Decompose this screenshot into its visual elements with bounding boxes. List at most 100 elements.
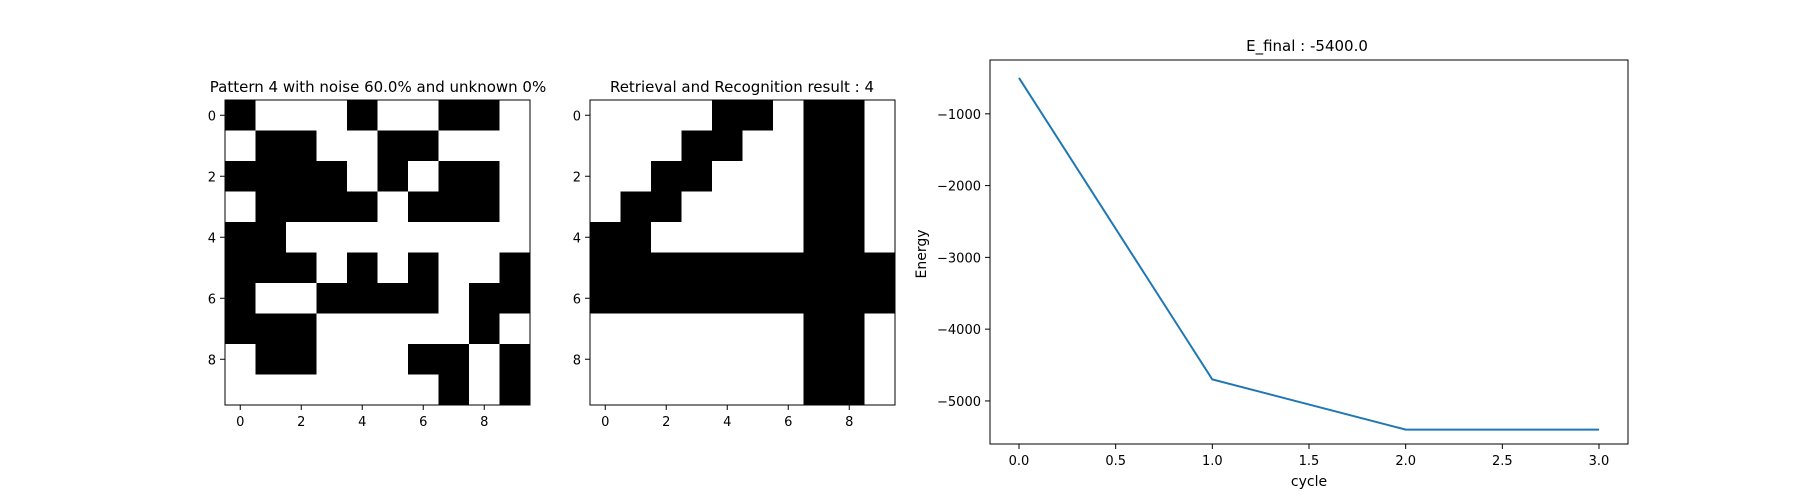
x-tick-label: 0.5 bbox=[1105, 454, 1126, 469]
noisy-cell bbox=[286, 161, 317, 192]
result-cell bbox=[803, 191, 835, 223]
noisy-cell bbox=[469, 191, 500, 223]
result-cell bbox=[590, 283, 621, 314]
noisy-cell bbox=[469, 283, 500, 314]
result-cell bbox=[620, 161, 652, 192]
noisy-cell bbox=[438, 161, 470, 192]
y-tick-label: 6 bbox=[573, 292, 581, 307]
noisy-cell bbox=[286, 374, 317, 406]
y-tick-label: −1000 bbox=[937, 108, 981, 123]
noisy-cell bbox=[408, 191, 439, 223]
retrieval-result-grid bbox=[590, 100, 896, 406]
noisy-cell bbox=[225, 252, 256, 284]
result-cell bbox=[742, 222, 774, 253]
result-cell bbox=[590, 252, 621, 284]
result-cell bbox=[712, 313, 743, 345]
noisy-cell bbox=[347, 100, 378, 131]
result-cell bbox=[651, 161, 682, 192]
result-cell bbox=[803, 283, 835, 314]
x-tick-label: 1.0 bbox=[1202, 454, 1223, 469]
noisy-cell bbox=[377, 100, 409, 131]
noisy-cell bbox=[316, 161, 348, 192]
result-cell bbox=[651, 344, 682, 375]
noisy-cell bbox=[377, 252, 409, 284]
noisy-pattern-panel: Pattern 4 with noise 60.0% and unknown 0… bbox=[208, 78, 547, 430]
noisy-cell bbox=[499, 313, 531, 345]
result-cell bbox=[651, 130, 682, 162]
result-cell bbox=[681, 161, 713, 192]
y-tick-label: −3000 bbox=[937, 251, 981, 266]
noisy-cell bbox=[255, 130, 287, 162]
noisy-cell bbox=[316, 283, 348, 314]
noisy-cell bbox=[286, 252, 317, 284]
noisy-cell bbox=[316, 344, 348, 375]
noisy-cell bbox=[255, 100, 287, 131]
noisy-cell bbox=[255, 191, 287, 223]
result-cell bbox=[864, 313, 896, 345]
noisy-cell bbox=[347, 283, 378, 314]
result-cell bbox=[681, 313, 713, 345]
noisy-cell bbox=[469, 130, 500, 162]
result-cell bbox=[742, 313, 774, 345]
noisy-cell bbox=[438, 222, 470, 253]
noisy-cell bbox=[377, 222, 409, 253]
y-tick-label: 4 bbox=[573, 231, 581, 246]
noisy-cell bbox=[316, 374, 348, 406]
result-cell bbox=[681, 283, 713, 314]
noisy-cell bbox=[469, 222, 500, 253]
result-cell bbox=[742, 252, 774, 284]
noisy-cell bbox=[377, 344, 409, 375]
result-cell bbox=[681, 344, 713, 375]
result-cell bbox=[773, 161, 804, 192]
noisy-cell bbox=[438, 374, 470, 406]
y-axis-label: Energy bbox=[914, 229, 930, 278]
result-cell bbox=[742, 130, 774, 162]
result-cell bbox=[864, 344, 896, 375]
result-cell bbox=[712, 222, 743, 253]
noisy-cell bbox=[347, 222, 378, 253]
result-cell bbox=[803, 374, 835, 406]
result-cell bbox=[712, 161, 743, 192]
noisy-cell bbox=[408, 161, 439, 192]
noisy-cell bbox=[438, 100, 470, 131]
result-cell bbox=[834, 222, 865, 253]
y-tick-label: 2 bbox=[208, 170, 216, 185]
noisy-pattern-title: Pattern 4 with noise 60.0% and unknown 0… bbox=[210, 78, 546, 96]
result-cell bbox=[803, 130, 835, 162]
result-cell bbox=[620, 191, 652, 223]
result-cell bbox=[803, 222, 835, 253]
result-cell bbox=[590, 374, 621, 406]
y-tick-label: 0 bbox=[573, 109, 581, 124]
noisy-cell bbox=[347, 313, 378, 345]
result-cell bbox=[681, 374, 713, 406]
result-cell bbox=[742, 100, 774, 131]
energy-series-line bbox=[1018, 77, 1599, 431]
noisy-cell bbox=[255, 344, 287, 375]
noisy-cell bbox=[255, 283, 287, 314]
noisy-cell bbox=[377, 161, 409, 192]
result-cell bbox=[803, 100, 835, 131]
noisy-cell bbox=[225, 313, 256, 345]
x-tick-label: 2.0 bbox=[1395, 454, 1416, 469]
result-cell bbox=[590, 222, 621, 253]
result-cell bbox=[834, 252, 865, 284]
noisy-cell bbox=[286, 344, 317, 375]
result-cell bbox=[834, 100, 865, 131]
y-tick-label: −4000 bbox=[937, 323, 981, 338]
x-tick-label: 6 bbox=[419, 415, 427, 430]
energy-plot-title: E_final : -5400.0 bbox=[1246, 37, 1368, 56]
noisy-cell bbox=[255, 313, 287, 345]
noisy-cell bbox=[499, 374, 531, 406]
result-cell bbox=[864, 252, 896, 284]
noisy-cell bbox=[377, 191, 409, 223]
energy-plot-ticks: 0.0 0.5 1.0 1.5 2.0 2.5 3.0 −1000 −2000 −3000 −400… bbox=[937, 108, 1609, 469]
result-cell bbox=[803, 161, 835, 192]
noisy-cell bbox=[469, 313, 500, 345]
noisy-cell bbox=[225, 100, 256, 131]
x-tick-label: 0 bbox=[601, 415, 609, 430]
noisy-cell bbox=[377, 130, 409, 162]
noisy-cell bbox=[499, 191, 531, 223]
noisy-cell bbox=[347, 374, 378, 406]
noisy-cell bbox=[286, 313, 317, 345]
